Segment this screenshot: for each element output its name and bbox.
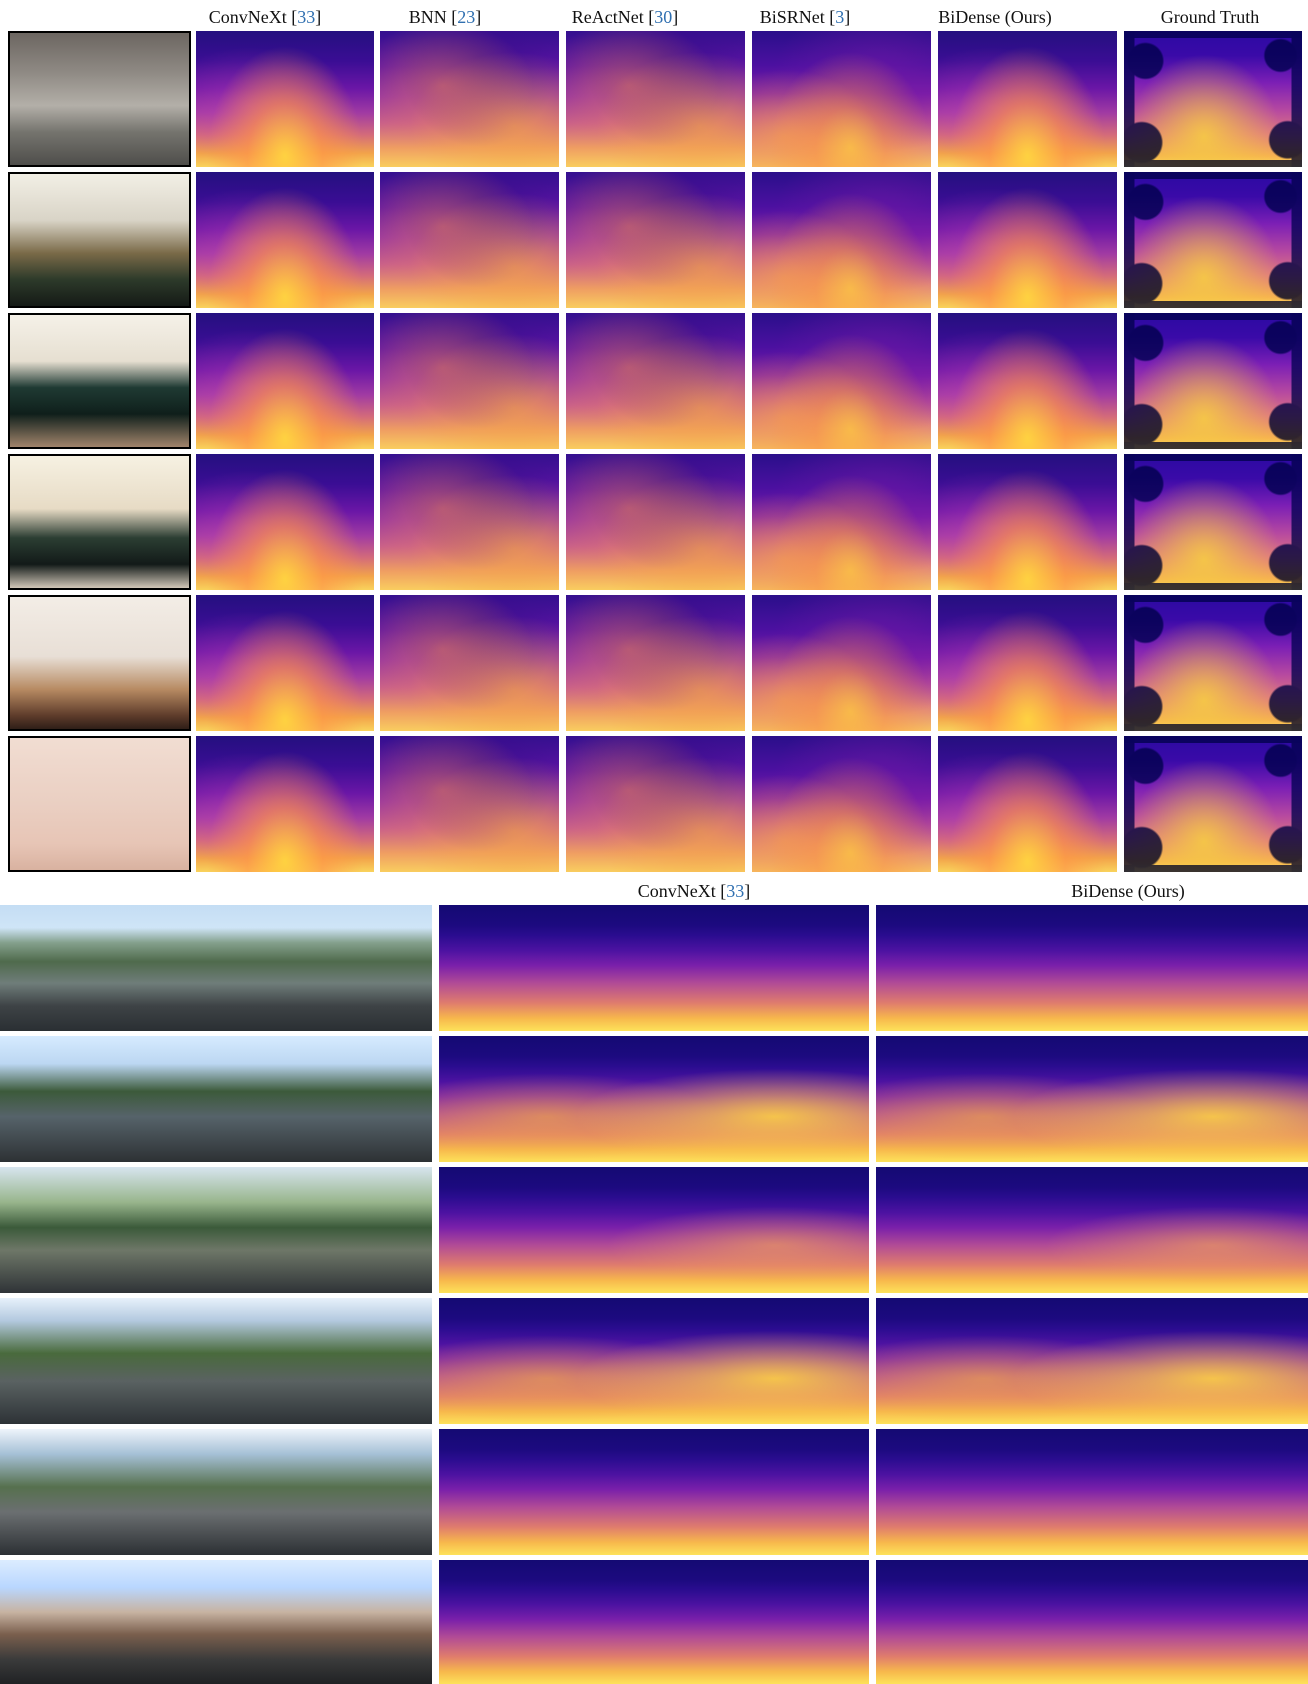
indoor-row-6-bidense-depth bbox=[938, 736, 1117, 872]
indoor-header-bisrnet: BiSRNet [3] bbox=[759, 7, 851, 27]
outdoor-row-6-convnext-depth bbox=[439, 1560, 869, 1684]
indoor-row-2-ground-truth-depth bbox=[1124, 172, 1302, 308]
indoor-row-5-bnn-depth bbox=[380, 595, 559, 731]
indoor-row-6-bisrnet-depth bbox=[752, 736, 931, 872]
indoor-row-3-ground-truth-depth bbox=[1124, 313, 1302, 449]
outdoor-row-3-convnext-depth bbox=[439, 1167, 869, 1293]
outdoor-row-6-input-image bbox=[0, 1560, 432, 1684]
outdoor-row-3-bidense-depth bbox=[876, 1167, 1308, 1293]
outdoor-row-5-input-image bbox=[0, 1429, 432, 1555]
indoor-row-5-ground-truth-depth bbox=[1124, 595, 1302, 731]
indoor-row-3-reactnet-depth bbox=[566, 313, 745, 449]
indoor-row-5-reactnet-depth bbox=[566, 595, 745, 731]
indoor-row-6-bnn-depth bbox=[380, 736, 559, 872]
outdoor-header-convnext-ref: 33 bbox=[726, 881, 745, 901]
indoor-header-bisrnet-label: BiSRNet bbox=[759, 7, 825, 27]
outdoor-row-1-convnext-depth bbox=[439, 905, 869, 1031]
outdoor-row-4-bidense-depth bbox=[876, 1298, 1308, 1424]
indoor-row-1-bidense-depth bbox=[938, 31, 1117, 167]
outdoor-row-3-input-image bbox=[0, 1167, 432, 1293]
indoor-row-6-reactnet-depth bbox=[566, 736, 745, 872]
indoor-row-6-convnext-depth bbox=[196, 736, 374, 872]
indoor-row-3-bisrnet-depth bbox=[752, 313, 931, 449]
indoor-row-2-bidense-depth bbox=[938, 172, 1117, 308]
outdoor-header-bidense-label: BiDense (Ours) bbox=[1071, 881, 1185, 901]
indoor-row-4-convnext-depth bbox=[196, 454, 374, 590]
outdoor-row-4-convnext-depth bbox=[439, 1298, 869, 1424]
outdoor-row-2-bidense-depth bbox=[876, 1036, 1308, 1162]
indoor-header-bnn-ref: 23 bbox=[457, 7, 476, 27]
outdoor-header-convnext-label: ConvNeXt bbox=[637, 881, 716, 901]
outdoor-row-2-convnext-depth bbox=[439, 1036, 869, 1162]
indoor-header-convnext-ref: 33 bbox=[297, 7, 316, 27]
indoor-row-1-input-image bbox=[8, 31, 191, 167]
outdoor-row-1-bidense-depth bbox=[876, 905, 1308, 1031]
outdoor-row-6-bidense-depth bbox=[876, 1560, 1308, 1684]
indoor-row-4-bidense-depth bbox=[938, 454, 1117, 590]
indoor-row-1-bnn-depth bbox=[380, 31, 559, 167]
indoor-header-reactnet-label: ReActNet bbox=[571, 7, 644, 27]
indoor-row-6-input-image bbox=[8, 736, 191, 872]
indoor-row-4-bisrnet-depth bbox=[752, 454, 931, 590]
indoor-row-2-bisrnet-depth bbox=[752, 172, 931, 308]
indoor-header-ground-truth: Ground Truth bbox=[1120, 6, 1300, 28]
indoor-header-convnext: ConvNeXt [33] bbox=[208, 7, 322, 27]
outdoor-row-2-input-image bbox=[0, 1036, 432, 1162]
indoor-row-3-convnext-depth bbox=[196, 313, 374, 449]
indoor-header-reactnet: ReActNet [30] bbox=[571, 7, 679, 27]
indoor-row-4-bnn-depth bbox=[380, 454, 559, 590]
indoor-row-1-convnext-depth bbox=[196, 31, 374, 167]
indoor-header-bnn-label: BNN bbox=[408, 7, 447, 27]
indoor-row-2-bnn-depth bbox=[380, 172, 559, 308]
indoor-header-reactnet-ref: 30 bbox=[654, 7, 673, 27]
indoor-row-5-convnext-depth bbox=[196, 595, 374, 731]
outdoor-row-4-input-image bbox=[0, 1298, 432, 1424]
indoor-row-2-reactnet-depth bbox=[566, 172, 745, 308]
indoor-row-6-ground-truth-depth bbox=[1124, 736, 1302, 872]
outdoor-header-bidense: BiDense (Ours) bbox=[1018, 880, 1238, 902]
indoor-header-convnext-label: ConvNeXt bbox=[208, 7, 287, 27]
indoor-row-5-input-image bbox=[8, 595, 191, 731]
indoor-row-5-bisrnet-depth bbox=[752, 595, 931, 731]
indoor-row-3-bidense-depth bbox=[938, 313, 1117, 449]
indoor-row-2-convnext-depth bbox=[196, 172, 374, 308]
outdoor-row-5-bidense-depth bbox=[876, 1429, 1308, 1555]
indoor-header-bidense-label: BiDense (Ours) bbox=[938, 7, 1052, 27]
indoor-header-bnn: BNN [23] bbox=[408, 7, 482, 27]
outdoor-header-convnext: ConvNeXt [33] bbox=[637, 881, 751, 901]
indoor-row-3-bnn-depth bbox=[380, 313, 559, 449]
outdoor-row-1-input-image bbox=[0, 905, 432, 1031]
indoor-row-1-ground-truth-depth bbox=[1124, 31, 1302, 167]
indoor-header-bidense: BiDense (Ours) bbox=[905, 6, 1085, 28]
outdoor-row-5-convnext-depth bbox=[439, 1429, 869, 1555]
indoor-row-4-input-image bbox=[8, 454, 191, 590]
indoor-header-ground-truth-label: Ground Truth bbox=[1160, 7, 1260, 27]
indoor-row-2-input-image bbox=[8, 172, 191, 308]
indoor-header-bisrnet-ref: 3 bbox=[835, 7, 845, 27]
indoor-row-4-ground-truth-depth bbox=[1124, 454, 1302, 590]
indoor-row-4-reactnet-depth bbox=[566, 454, 745, 590]
indoor-row-3-input-image bbox=[8, 313, 191, 449]
indoor-row-5-bidense-depth bbox=[938, 595, 1117, 731]
indoor-row-1-reactnet-depth bbox=[566, 31, 745, 167]
indoor-row-1-bisrnet-depth bbox=[752, 31, 931, 167]
